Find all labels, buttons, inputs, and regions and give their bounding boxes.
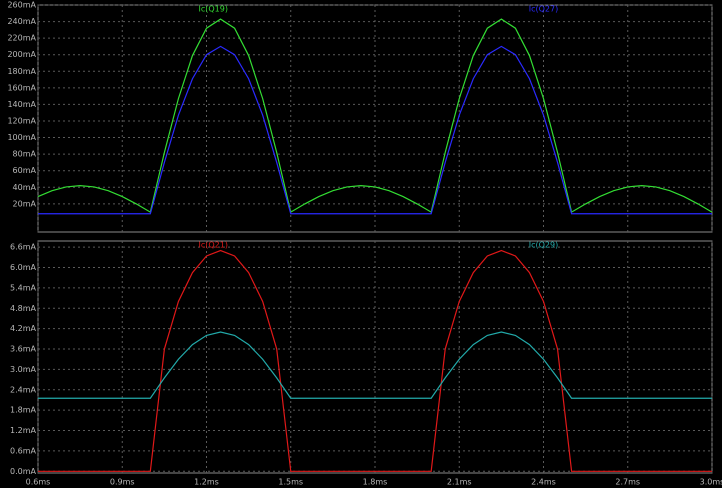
trace-label: Ic(Q29) xyxy=(529,241,558,250)
y-tick-label: 60mA xyxy=(13,166,37,175)
y-tick-label: 40mA xyxy=(13,183,37,192)
x-tick-label: 0.9ms xyxy=(110,478,135,487)
y-tick-label: 0.6mA xyxy=(10,446,37,455)
y-tick-label: 0.0mA xyxy=(10,467,37,476)
trace xyxy=(38,331,712,399)
y-tick-label: 100mA xyxy=(7,133,36,142)
y-tick-label: 4.8mA xyxy=(10,304,37,313)
x-tick-label: 0.6ms xyxy=(26,478,51,487)
y-tick-label: 1.2mA xyxy=(10,426,37,435)
x-tick-label: 1.2ms xyxy=(194,478,219,487)
y-tick-label: 3.0mA xyxy=(10,365,37,374)
trace-label: Ic(Q19) xyxy=(198,5,227,14)
y-tick-label: 20mA xyxy=(13,199,37,208)
y-tick-label: 120mA xyxy=(7,116,36,125)
y-tick-label: 1.8mA xyxy=(10,406,37,415)
y-tick-label: 6.6mA xyxy=(10,243,37,252)
y-tick-label: 4.2mA xyxy=(10,324,37,333)
x-tick-label: 2.7ms xyxy=(615,478,640,487)
trace xyxy=(38,45,712,215)
y-tick-label: 140mA xyxy=(7,100,36,109)
y-tick-label: 260mA xyxy=(7,1,36,10)
y-tick-label: 5.4mA xyxy=(10,283,37,292)
y-tick-label: 200mA xyxy=(7,50,36,59)
y-tick-label: 80mA xyxy=(13,150,37,159)
y-tick-label: 220mA xyxy=(7,34,36,43)
x-tick-label: 2.4ms xyxy=(531,478,556,487)
trace-label: Ic(Q27) xyxy=(529,5,558,14)
x-tick-label: 1.5ms xyxy=(278,478,303,487)
y-tick-label: 180mA xyxy=(7,67,36,76)
x-tick-label: 3.0ms xyxy=(700,478,722,487)
trace xyxy=(38,249,712,472)
top-pane-frame xyxy=(37,4,713,233)
y-tick-label: 6.0mA xyxy=(10,263,37,272)
x-tick-label: 2.1ms xyxy=(447,478,472,487)
y-tick-label: 240mA xyxy=(7,17,36,26)
x-tick-label: 1.8ms xyxy=(363,478,388,487)
y-tick-label: 2.4mA xyxy=(10,385,37,394)
y-tick-label: 3.6mA xyxy=(10,345,37,354)
y-tick-label: 160mA xyxy=(7,83,36,92)
trace-label: Ic(Q21) xyxy=(198,241,227,250)
